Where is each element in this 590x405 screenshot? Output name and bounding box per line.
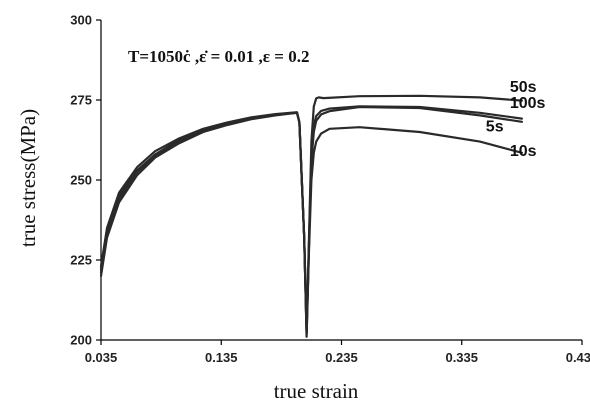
series-line-10s — [99, 111, 523, 338]
y-tick-label: 225 — [70, 253, 92, 268]
series-line-50s — [99, 94, 523, 332]
y-tick-label: 275 — [70, 93, 92, 108]
axes — [100, 20, 582, 341]
series-label-100s: 100s — [510, 95, 546, 112]
x-tick-label: 0.035 — [85, 350, 118, 365]
ticks: 200 225 250 275 300 0.035 0.135 0.235 0.335 0.435 — [70, 13, 590, 366]
x-tick-label: 0.135 — [205, 350, 238, 365]
series — [99, 94, 523, 338]
x-tick-label: 0.335 — [445, 350, 478, 365]
series-label-5s: 5s — [486, 118, 504, 135]
y-tick-label: 250 — [70, 173, 92, 188]
condition-annotation: T=1050ċ ,ε̇ = 0.01 ,ε = 0.2 — [128, 47, 309, 66]
x-axis-title: true strain — [274, 379, 359, 403]
y-axis-title: true stress(MPa) — [16, 109, 40, 247]
x-tick-label: 0.235 — [325, 350, 358, 365]
series-label-50s: 50s — [510, 79, 537, 96]
x-tick-label: 0.435 — [566, 350, 590, 365]
y-tick-label: 300 — [70, 13, 92, 28]
y-tick-label: 200 — [70, 333, 92, 348]
series-label-10s: 10s — [510, 143, 537, 160]
